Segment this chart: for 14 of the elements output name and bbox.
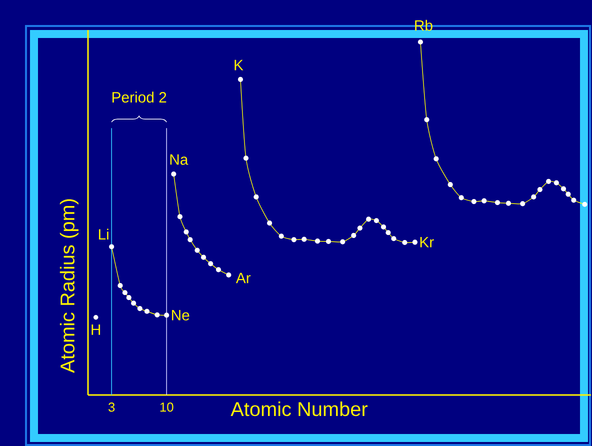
annotation: Period 2 bbox=[112, 92, 166, 103]
annotation: K bbox=[234, 60, 244, 70]
point bbox=[93, 314, 98, 320]
x-axis-title: Atomic Number bbox=[230, 402, 368, 416]
y-axis-title: Atomic Radius (pm) bbox=[60, 199, 78, 373]
annotation: H bbox=[92, 324, 100, 335]
x-tick-label: 10 bbox=[160, 402, 174, 412]
annotation: Li bbox=[98, 228, 108, 240]
annotation: Rb bbox=[415, 20, 432, 31]
x-tick-label: 3 bbox=[108, 402, 115, 412]
annotation: Kr bbox=[420, 237, 434, 248]
annotation: Ne bbox=[172, 310, 190, 320]
annotation: Na bbox=[170, 154, 188, 165]
annotation: Ar bbox=[236, 272, 251, 284]
